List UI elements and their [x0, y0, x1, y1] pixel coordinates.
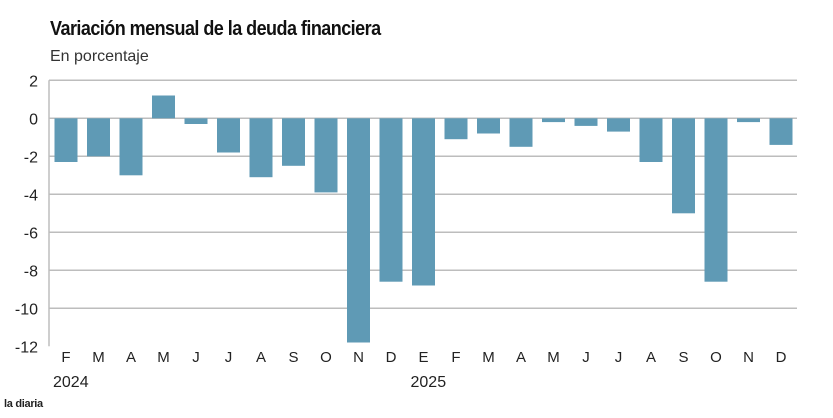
bar [249, 118, 273, 178]
bar [769, 118, 793, 145]
x-tick-label: F [61, 349, 70, 366]
y-tick-label: -8 [24, 263, 38, 280]
x-tick-label: M [92, 349, 105, 366]
x-tick-label: O [710, 349, 722, 366]
x-tick-label: J [225, 349, 233, 366]
bar [412, 118, 435, 286]
bar [282, 118, 305, 166]
bar [607, 118, 630, 132]
bar [574, 118, 598, 126]
bar [347, 118, 370, 343]
y-tick-label: -10 [15, 301, 38, 318]
x-tick-label: M [547, 349, 560, 366]
x-tick-label: E [418, 349, 428, 366]
x-tick-label: A [646, 349, 656, 366]
x-tick-label: M [157, 349, 170, 366]
bar [314, 118, 338, 193]
x-tick-label: D [776, 349, 787, 366]
bar [509, 118, 533, 147]
y-tick-label: -2 [24, 149, 38, 166]
y-tick-label: 2 [29, 73, 38, 90]
x-tick-label: D [386, 349, 397, 366]
chart-subtitle: En porcentaje [50, 48, 149, 65]
year-label: 2025 [411, 374, 447, 391]
bar [542, 118, 565, 123]
brand-logo: la diaria [4, 398, 43, 410]
bar [119, 118, 143, 176]
bar [54, 118, 78, 162]
bar [184, 118, 208, 124]
x-tick-label: N [353, 349, 364, 366]
x-tick-label: A [126, 349, 136, 366]
x-tick-label: J [615, 349, 623, 366]
bar [444, 118, 468, 140]
y-tick-label: -4 [24, 187, 38, 204]
x-tick-label: S [288, 349, 298, 366]
x-tick-label: F [451, 349, 460, 366]
x-tick-label: M [482, 349, 495, 366]
bar [379, 118, 403, 282]
bar [639, 118, 663, 162]
bar [477, 118, 500, 134]
bar [737, 118, 760, 123]
x-tick-label: N [743, 349, 754, 366]
y-tick-label: -12 [15, 339, 38, 356]
x-tick-label: S [678, 349, 688, 366]
y-tick-label: 0 [29, 111, 38, 128]
x-tick-label: O [320, 349, 332, 366]
y-tick-label: -6 [24, 225, 38, 242]
x-tick-label: J [192, 349, 200, 366]
chart-title: Variación mensual de la deuda financiera [50, 18, 381, 40]
bar [87, 118, 110, 157]
x-tick-label: A [516, 349, 526, 366]
bar [217, 118, 240, 153]
x-tick-label: J [582, 349, 590, 366]
bar [672, 118, 695, 214]
x-tick-label: A [256, 349, 266, 366]
bar [704, 118, 728, 282]
year-label: 2024 [53, 374, 89, 391]
bar [152, 95, 175, 119]
